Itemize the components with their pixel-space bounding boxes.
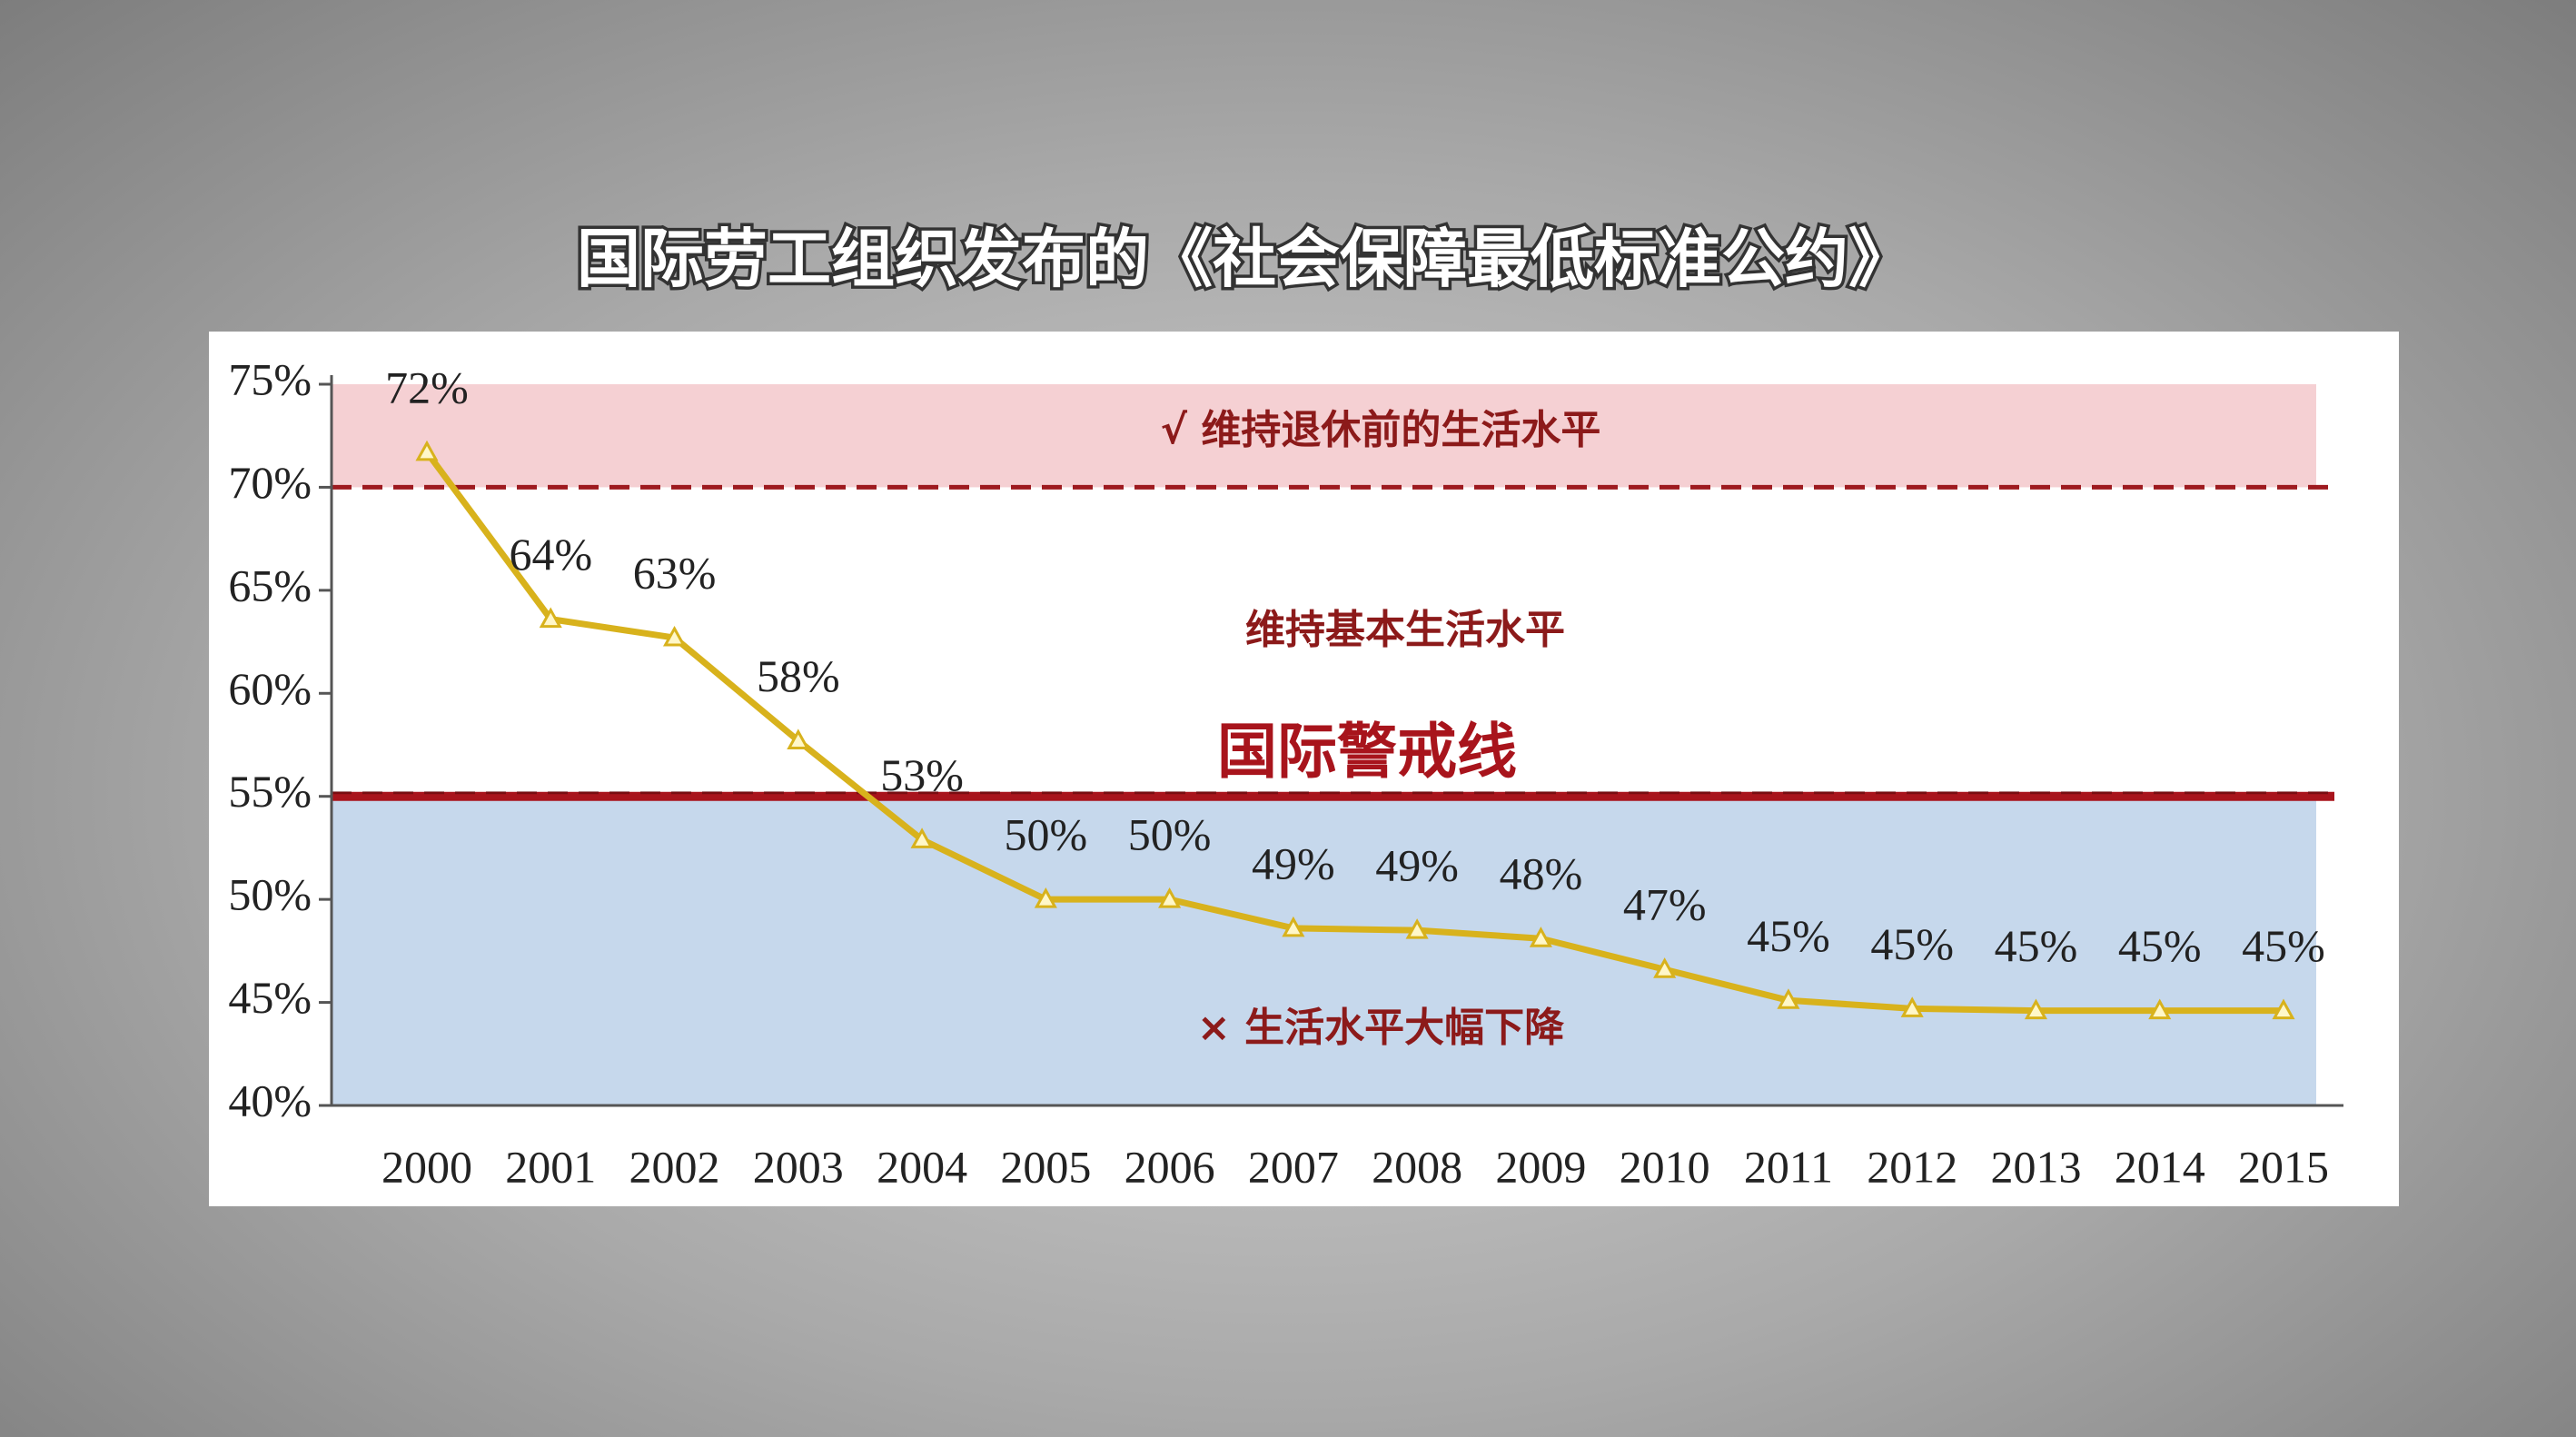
data-label: 50% bbox=[1005, 809, 1088, 860]
x-tick-label: 2007 bbox=[1248, 1141, 1339, 1192]
line bbox=[424, 450, 2284, 1015]
data-label: 49% bbox=[1375, 840, 1459, 891]
x-tick-label: 2003 bbox=[753, 1141, 844, 1192]
marker bbox=[910, 828, 934, 848]
data-label: 64% bbox=[509, 529, 592, 580]
y-tick-label: 70% bbox=[228, 457, 312, 508]
data-label: 53% bbox=[880, 749, 964, 800]
x-tick-label: 2005 bbox=[1000, 1141, 1091, 1192]
x-tick-label: 2000 bbox=[381, 1141, 472, 1192]
marker bbox=[1529, 927, 1552, 947]
reference-label: 国际警戒线 bbox=[1217, 717, 1517, 787]
y-tick-label: 60% bbox=[228, 663, 312, 714]
x-tick-label: 2008 bbox=[1372, 1141, 1462, 1192]
chart-title: 国际劳工组织发布的《社会保障最低标准公约》 bbox=[577, 222, 1912, 296]
x-tick-label: 2015 bbox=[2238, 1141, 2329, 1192]
x-tick-label: 2011 bbox=[1744, 1141, 1833, 1192]
data-label: 45% bbox=[1995, 920, 2078, 971]
x-tick-label: 2004 bbox=[877, 1141, 967, 1192]
marker bbox=[1653, 957, 1677, 978]
y-tick-label: 55% bbox=[228, 766, 312, 817]
band-label: √ 维持退休前的生活水平 bbox=[1161, 407, 1601, 453]
marker bbox=[2272, 998, 2295, 1020]
x-tick-label: 2002 bbox=[629, 1141, 720, 1192]
band-label: × 生活水平大幅下降 bbox=[1197, 1005, 1564, 1051]
x-tick-label: 2012 bbox=[1867, 1141, 1957, 1192]
y-tick-label: 50% bbox=[228, 869, 312, 920]
data-label: 49% bbox=[1252, 837, 1335, 888]
x-tick-label: 2001 bbox=[505, 1141, 596, 1192]
x-tick-label: 2009 bbox=[1495, 1141, 1586, 1192]
data-label: 63% bbox=[633, 548, 717, 599]
marker bbox=[415, 440, 439, 461]
x-tick-label: 2010 bbox=[1620, 1141, 1710, 1192]
marker bbox=[2148, 998, 2172, 1020]
annotation: 维持基本生活水平 bbox=[1245, 607, 1565, 653]
x-tick-label: 2014 bbox=[2115, 1141, 2205, 1192]
marker bbox=[1900, 996, 1924, 1017]
marker bbox=[1282, 916, 1305, 937]
data-label: 45% bbox=[2242, 920, 2325, 971]
marker bbox=[539, 607, 562, 629]
band bbox=[332, 384, 2316, 488]
data-label: 50% bbox=[1128, 809, 1212, 860]
marker bbox=[1777, 988, 1800, 1009]
y-tick-label: 40% bbox=[228, 1075, 312, 1125]
marker bbox=[1158, 887, 1182, 908]
data-label: 47% bbox=[1623, 879, 1707, 930]
marker bbox=[2024, 998, 2048, 1020]
y-tick-label: 65% bbox=[228, 560, 312, 610]
band bbox=[332, 796, 2316, 1105]
data-label: 45% bbox=[1870, 918, 1954, 969]
y-tick-label: 45% bbox=[228, 972, 312, 1023]
data-label: 48% bbox=[1500, 848, 1583, 899]
y-tick-label: 75% bbox=[228, 353, 312, 404]
data-label: 58% bbox=[757, 650, 840, 701]
marker bbox=[1034, 887, 1057, 908]
marker bbox=[1405, 918, 1429, 939]
data-label: 45% bbox=[1747, 910, 1830, 961]
data-label: 45% bbox=[2118, 920, 2202, 971]
data-label: 72% bbox=[385, 362, 469, 412]
x-tick-label: 2006 bbox=[1125, 1141, 1215, 1192]
x-tick-label: 2013 bbox=[1990, 1141, 2081, 1192]
marker bbox=[662, 625, 687, 647]
marker bbox=[787, 728, 810, 749]
